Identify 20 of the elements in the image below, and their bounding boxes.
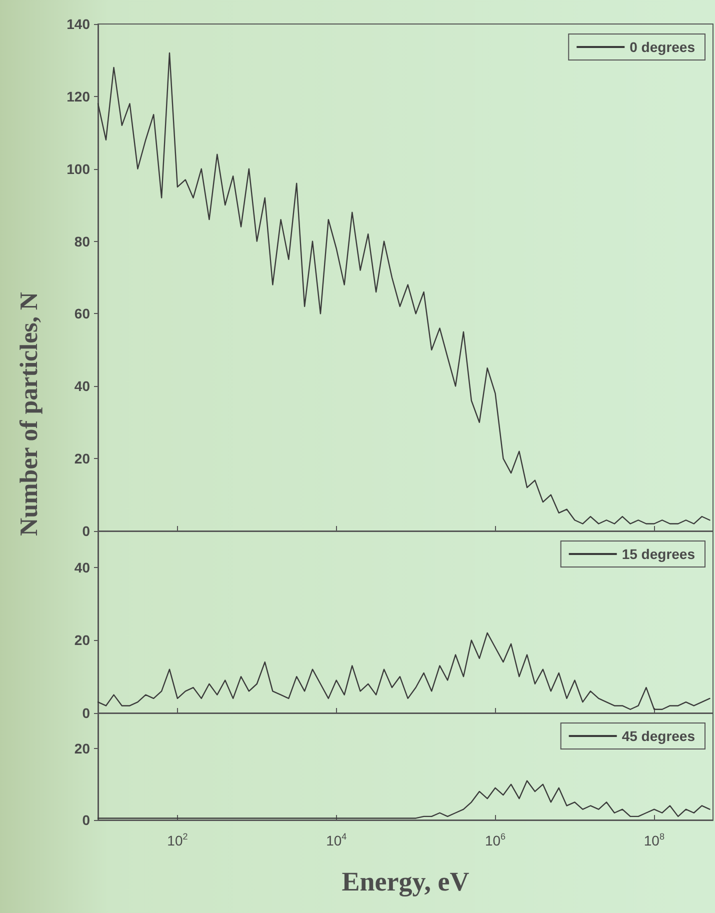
y-tick-label: 0 [82,523,90,539]
y-tick-label: 80 [74,233,90,250]
y-tick-label: 20 [74,632,90,648]
y-tick-label: 60 [74,306,90,322]
y-tick-label: 120 [66,88,90,104]
y-tick-label: 0 [82,705,90,721]
y-tick-label: 20 [74,740,90,757]
line-series [97,632,710,710]
y-tick-label: 40 [74,559,90,576]
x-axis-title: Energy, eV [342,866,470,896]
y-tick-label: 140 [66,16,90,32]
legend-label: 15 degrees [622,546,696,562]
legend-label: 45 degrees [622,728,696,744]
y-tick-label: 100 [66,160,90,177]
line-series [97,780,710,819]
y-tick-label: 40 [74,378,90,394]
y-tick-label: 20 [74,450,90,467]
legend-label: 0 degrees [630,39,696,55]
y-axis-title: Number of particles, N [16,291,44,538]
y-tick-label: 0 [82,812,90,828]
